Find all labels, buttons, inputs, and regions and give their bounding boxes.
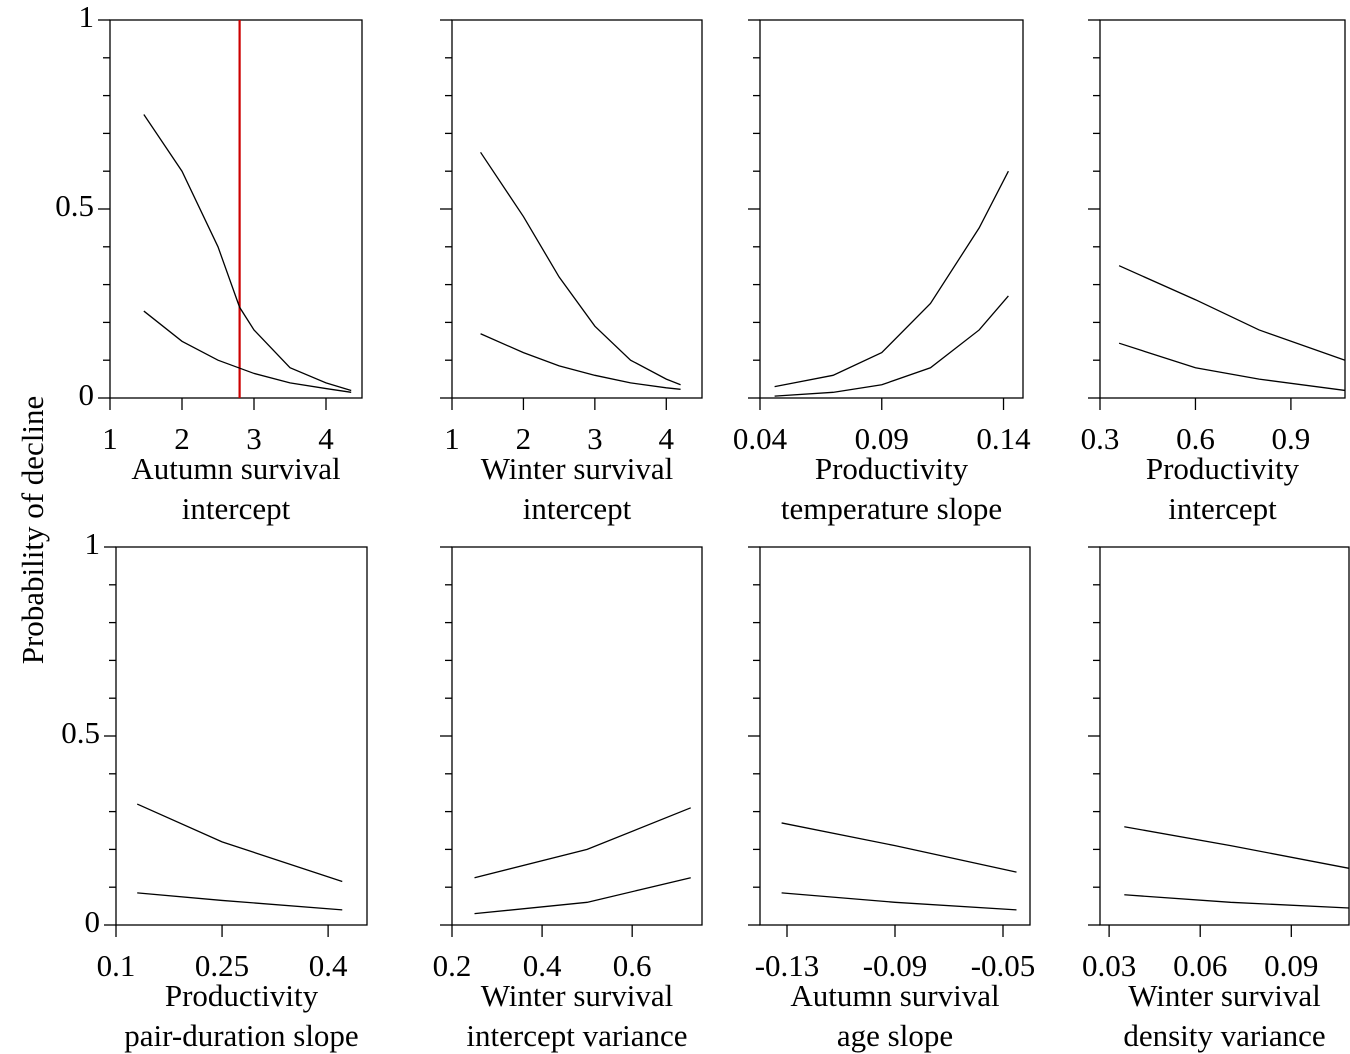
x-axis-label: Winter survival: [1128, 978, 1320, 1013]
x-axis-label: temperature slope: [781, 491, 1002, 526]
x-tick-label: -0.09: [863, 948, 928, 983]
x-tick-label: 3: [246, 421, 262, 456]
plot-frame: [759, 19, 1024, 399]
x-tick-label: 0.6: [613, 948, 652, 983]
curve: [143, 114, 352, 392]
plot-frame: [1099, 19, 1346, 399]
curve: [781, 892, 1017, 911]
y-tick-label: 0: [85, 904, 101, 939]
curve: [136, 803, 343, 883]
curve: [480, 333, 681, 390]
x-tick-label: 0.04: [733, 421, 788, 456]
y-tick-label: 0: [79, 377, 95, 412]
curve: [1118, 342, 1346, 392]
x-axis-label: Productivity: [1146, 451, 1300, 486]
x-tick-label: 0.3: [1081, 421, 1120, 456]
curve: [781, 822, 1017, 873]
x-tick-label: 0.09: [1264, 948, 1318, 983]
x-axis-label: intercept: [523, 491, 632, 526]
x-tick-label: 0.1: [97, 948, 136, 983]
x-tick-label: 2: [516, 421, 532, 456]
x-tick-label: 0.06: [1173, 948, 1227, 983]
plot-frame: [451, 546, 703, 926]
x-tick-label: 4: [318, 421, 334, 456]
x-axis-label: Productivity: [815, 451, 969, 486]
x-axis-label: intercept: [182, 491, 291, 526]
curve: [1118, 265, 1346, 361]
x-tick-label: 0.9: [1272, 421, 1311, 456]
y-tick-label: 1: [79, 0, 95, 34]
y-tick-label: 0.5: [55, 188, 94, 223]
curve: [474, 877, 691, 915]
x-tick-label: 0.03: [1082, 948, 1136, 983]
curve: [480, 151, 681, 386]
curve: [137, 892, 343, 911]
x-axis-label: Winter survival: [481, 978, 673, 1013]
x-tick-label: 0.2: [433, 948, 472, 983]
y-tick-label: 0.5: [61, 715, 100, 750]
plot-frame: [451, 19, 703, 399]
plot-frame: [115, 546, 368, 926]
x-axis-label: density variance: [1123, 1018, 1325, 1053]
curve: [143, 310, 352, 393]
x-axis-label: intercept: [1168, 491, 1277, 526]
x-axis-label: Autumn survival: [131, 451, 340, 486]
x-axis-label: age slope: [837, 1018, 953, 1053]
x-tick-label: 1: [102, 421, 118, 456]
x-axis-label: Productivity: [165, 978, 319, 1013]
x-axis-label: intercept variance: [466, 1018, 687, 1053]
x-tick-label: -0.05: [971, 948, 1036, 983]
curve: [1124, 826, 1350, 869]
x-tick-label: 4: [659, 421, 675, 456]
plot-frame: [109, 19, 363, 399]
x-tick-label: 0.14: [976, 421, 1031, 456]
x-tick-label: 0.4: [309, 948, 348, 983]
x-tick-label: 0.25: [195, 948, 249, 983]
y-tick-label: 1: [85, 526, 101, 561]
x-tick-label: 0.09: [855, 421, 909, 456]
curve: [474, 807, 691, 879]
x-tick-label: 3: [587, 421, 603, 456]
x-tick-label: -0.13: [755, 948, 820, 983]
plot-frame: [1099, 546, 1350, 926]
x-axis-label: Autumn survival: [790, 978, 999, 1013]
y-axis-label: Probability of decline: [15, 396, 50, 665]
x-tick-label: 0.4: [523, 948, 562, 983]
x-tick-label: 1: [444, 421, 460, 456]
x-tick-label: 0.6: [1176, 421, 1215, 456]
x-tick-label: 2: [174, 421, 190, 456]
plot-frame: [759, 546, 1031, 926]
x-axis-label: Winter survival: [481, 451, 673, 486]
curve: [1124, 894, 1350, 909]
curve: [774, 295, 1009, 397]
curve: [774, 170, 1009, 388]
x-axis-label: pair-duration slope: [124, 1018, 358, 1053]
